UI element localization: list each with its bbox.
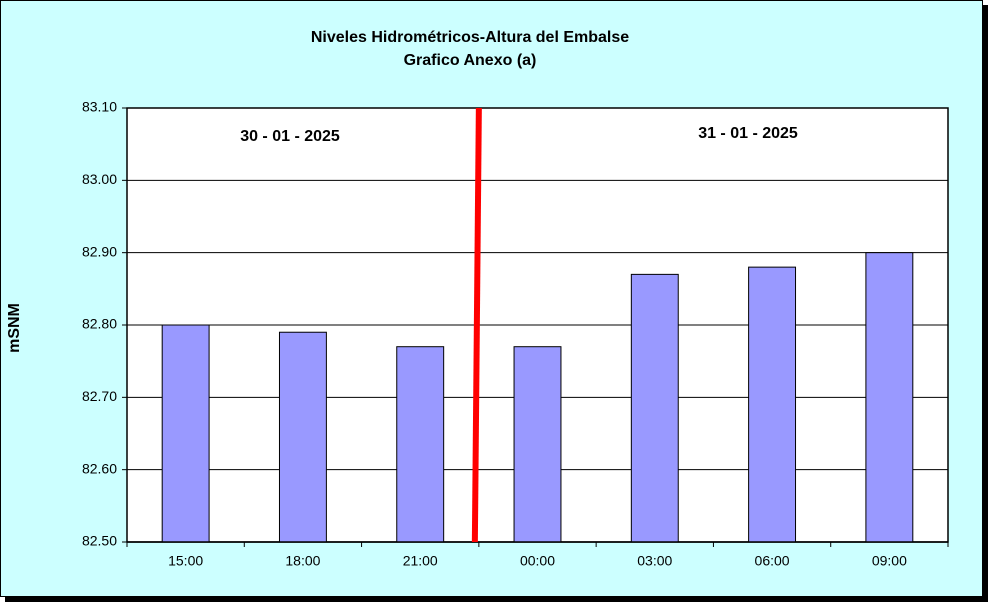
annotation: 30 - 01 - 2025 bbox=[240, 128, 340, 145]
annotation: 31 - 01 - 2025 bbox=[698, 125, 798, 142]
chart-subtitle: Grafico Anexo (a) bbox=[404, 52, 537, 69]
x-tick-label: 03:00 bbox=[637, 553, 672, 569]
bar bbox=[865, 252, 914, 543]
date-separator bbox=[471, 107, 482, 543]
y-tick-label: 82.80 bbox=[82, 316, 117, 332]
bar bbox=[630, 273, 679, 543]
bar bbox=[513, 346, 562, 543]
y-tick-label: 82.50 bbox=[82, 533, 117, 549]
bar bbox=[748, 266, 797, 543]
y-tick-label: 82.60 bbox=[82, 460, 117, 476]
x-tick-label: 21:00 bbox=[403, 553, 438, 569]
bar bbox=[278, 331, 327, 543]
x-tick-label: 09:00 bbox=[872, 553, 907, 569]
y-axis-label: mSNM bbox=[6, 303, 23, 353]
bar bbox=[396, 346, 445, 543]
bar bbox=[161, 324, 210, 543]
chart-title: Niveles Hidrométricos-Altura del Embalse bbox=[311, 29, 629, 46]
y-tick-label: 83.10 bbox=[82, 99, 117, 115]
x-tick-label: 18:00 bbox=[285, 553, 320, 569]
y-tick-label: 83.00 bbox=[82, 171, 117, 187]
x-tick-label: 00:00 bbox=[520, 553, 555, 569]
y-tick-label: 82.90 bbox=[82, 243, 117, 259]
y-tick-label: 82.70 bbox=[82, 388, 117, 404]
x-tick-label: 15:00 bbox=[168, 553, 203, 569]
x-tick-label: 06:00 bbox=[755, 553, 790, 569]
